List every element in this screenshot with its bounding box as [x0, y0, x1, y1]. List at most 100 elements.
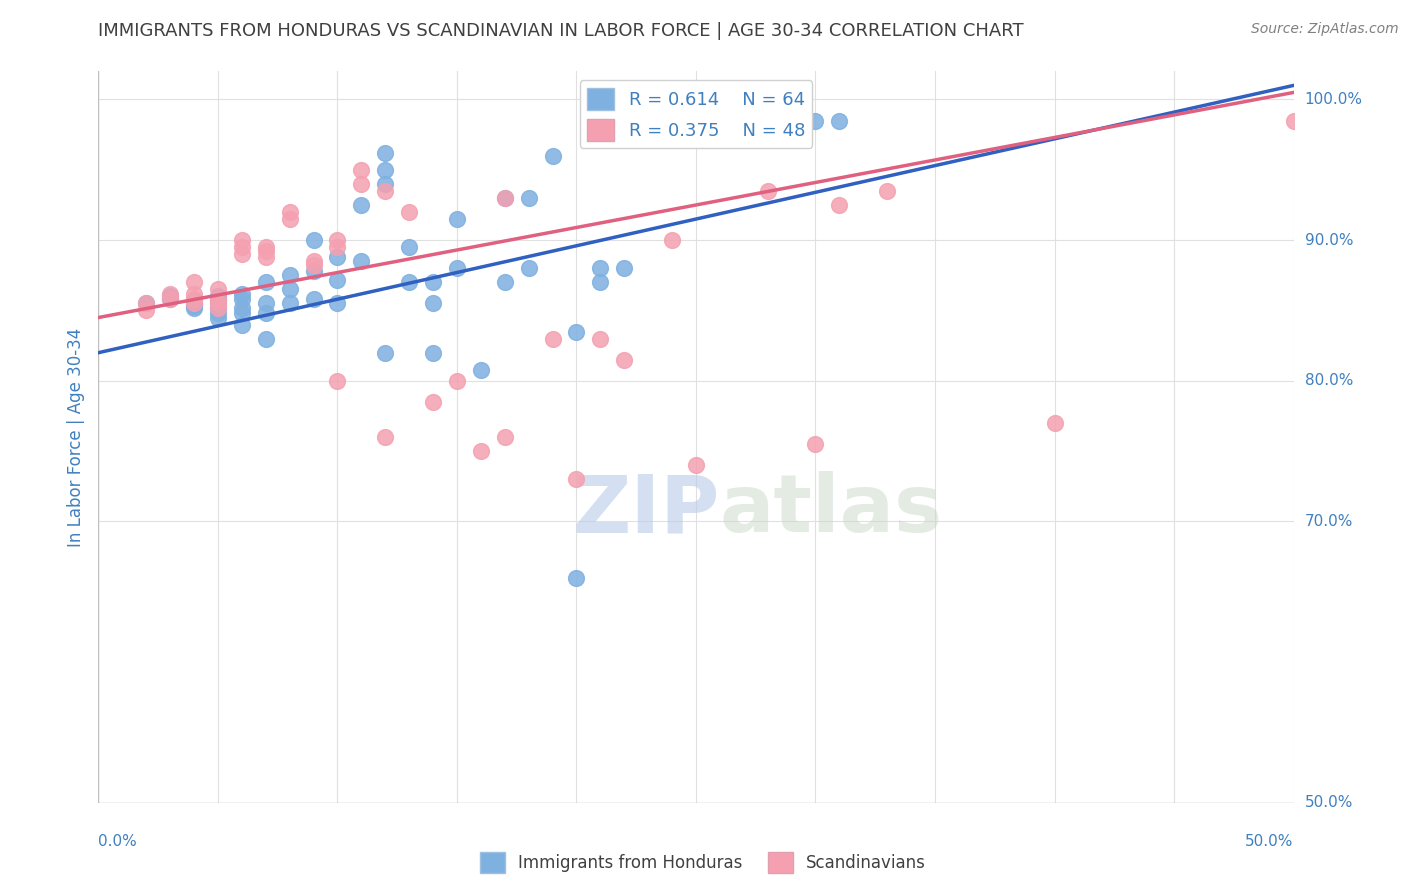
Point — [231, 301, 253, 315]
Text: atlas: atlas — [720, 471, 943, 549]
Point — [1282, 113, 1305, 128]
Text: 100.0%: 100.0% — [1305, 92, 1362, 107]
Point — [446, 261, 468, 276]
Point — [494, 276, 516, 290]
Point — [183, 276, 205, 290]
Point — [159, 286, 181, 301]
Point — [804, 437, 827, 451]
Point — [326, 233, 349, 247]
Point — [446, 374, 468, 388]
Point — [326, 296, 349, 310]
Point — [661, 233, 683, 247]
Point — [207, 306, 229, 320]
Point — [159, 292, 181, 306]
Text: 90.0%: 90.0% — [1305, 233, 1353, 248]
Point — [231, 318, 253, 332]
Point — [326, 374, 349, 388]
Point — [207, 289, 229, 303]
Point — [517, 261, 540, 276]
Point — [733, 109, 755, 123]
Point — [207, 296, 229, 310]
Point — [446, 212, 468, 227]
Point — [637, 113, 659, 128]
Point — [470, 362, 492, 376]
Point — [254, 250, 277, 264]
Point — [302, 292, 325, 306]
Point — [254, 240, 277, 254]
Point — [278, 205, 301, 219]
Point — [613, 352, 636, 367]
Text: 70.0%: 70.0% — [1305, 514, 1353, 529]
Point — [350, 162, 373, 177]
Point — [207, 301, 229, 315]
Point — [541, 149, 564, 163]
Point — [207, 310, 229, 325]
Point — [183, 296, 205, 310]
Point — [350, 254, 373, 268]
Point — [302, 264, 325, 278]
Text: 50.0%: 50.0% — [1305, 796, 1353, 810]
Point — [159, 292, 181, 306]
Point — [422, 395, 444, 409]
Point — [709, 113, 731, 128]
Point — [494, 191, 516, 205]
Point — [231, 286, 253, 301]
Point — [183, 292, 205, 306]
Point — [422, 345, 444, 359]
Point — [183, 293, 205, 308]
Point — [685, 113, 707, 128]
Point — [589, 332, 612, 346]
Point — [278, 268, 301, 283]
Point — [541, 332, 564, 346]
Point — [207, 296, 229, 310]
Point — [470, 444, 492, 458]
Text: 80.0%: 80.0% — [1305, 374, 1353, 388]
Point — [374, 184, 396, 198]
Point — [135, 303, 157, 318]
Point — [374, 430, 396, 444]
Point — [1043, 416, 1066, 430]
Text: 50.0%: 50.0% — [1246, 834, 1294, 849]
Point — [661, 113, 683, 128]
Point — [183, 299, 205, 313]
Point — [135, 296, 157, 310]
Point — [350, 198, 373, 212]
Point — [422, 296, 444, 310]
Point — [302, 233, 325, 247]
Point — [183, 296, 205, 310]
Point — [398, 240, 420, 254]
Point — [207, 292, 229, 306]
Legend: Immigrants from Honduras, Scandinavians: Immigrants from Honduras, Scandinavians — [474, 846, 932, 880]
Point — [231, 233, 253, 247]
Point — [828, 113, 851, 128]
Point — [159, 289, 181, 303]
Point — [565, 571, 588, 585]
Point — [565, 325, 588, 339]
Text: 0.0%: 0.0% — [98, 834, 138, 849]
Point — [302, 254, 325, 268]
Point — [374, 162, 396, 177]
Point — [231, 292, 253, 306]
Point — [278, 282, 301, 296]
Point — [183, 298, 205, 312]
Point — [685, 458, 707, 473]
Point — [709, 113, 731, 128]
Point — [254, 332, 277, 346]
Point — [589, 261, 612, 276]
Point — [326, 240, 349, 254]
Point — [254, 306, 277, 320]
Text: IMMIGRANTS FROM HONDURAS VS SCANDINAVIAN IN LABOR FORCE | AGE 30-34 CORRELATION : IMMIGRANTS FROM HONDURAS VS SCANDINAVIAN… — [98, 22, 1024, 40]
Point — [254, 244, 277, 259]
Point — [183, 301, 205, 315]
Point — [494, 191, 516, 205]
Point — [231, 306, 253, 320]
Y-axis label: In Labor Force | Age 30-34: In Labor Force | Age 30-34 — [66, 327, 84, 547]
Point — [302, 259, 325, 273]
Point — [231, 247, 253, 261]
Point — [254, 276, 277, 290]
Point — [254, 296, 277, 310]
Point — [517, 191, 540, 205]
Point — [231, 240, 253, 254]
Point — [278, 296, 301, 310]
Legend: R = 0.614    N = 64, R = 0.375    N = 48: R = 0.614 N = 64, R = 0.375 N = 48 — [579, 80, 813, 148]
